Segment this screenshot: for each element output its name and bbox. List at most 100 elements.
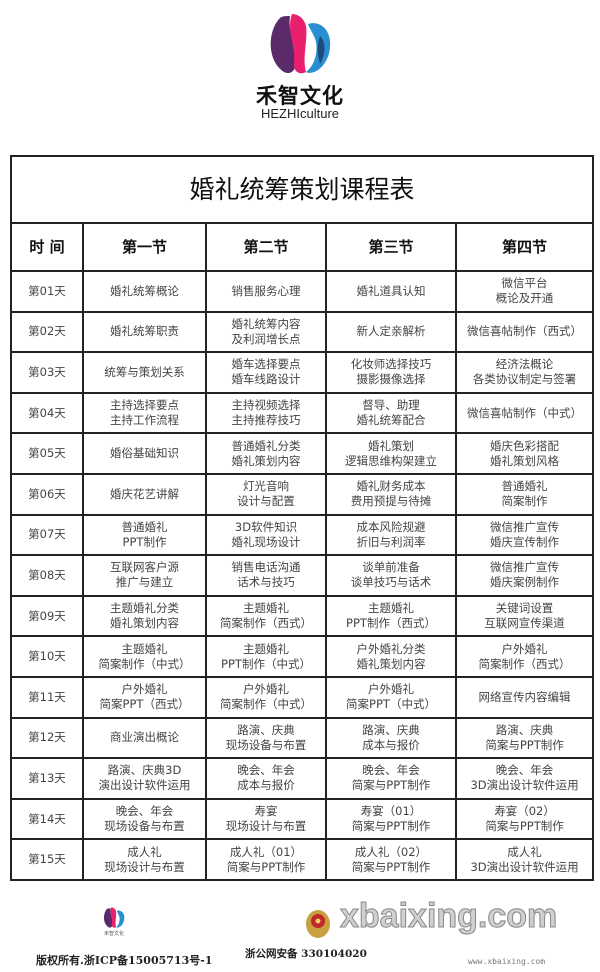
course-cell: 婚庆花艺讲解 bbox=[82, 472, 207, 516]
course-cell: 微信平台 概论及开通 bbox=[454, 270, 595, 313]
day-cell: 第04天 bbox=[10, 391, 84, 435]
day-cell: 第10天 bbox=[10, 635, 84, 678]
day-cell: 第02天 bbox=[10, 310, 84, 354]
course-cell: 婚礼统筹内容 及利润增长点 bbox=[205, 310, 327, 354]
course-cell: 晚会、年会 现场设备与布置 bbox=[82, 797, 207, 841]
police-emblem-icon bbox=[306, 910, 330, 938]
course-cell: 关键词设置 互联网宣传渠道 bbox=[454, 594, 595, 638]
course-cell: 经济法概论 各类协议制定与签署 bbox=[454, 351, 595, 394]
header-session-2: 第二节 bbox=[205, 222, 327, 272]
table-row: 第05天 婚俗基础知识 普通婚礼分类 婚礼策划内容 婚礼策划 逻辑思维构架建立 婚庆色彩… bbox=[10, 432, 595, 475]
day-cell: 第12天 bbox=[10, 716, 84, 760]
course-cell: 路演、庆典3D 演出设计软件运用 bbox=[82, 757, 207, 800]
day-cell: 第07天 bbox=[10, 513, 84, 557]
day-cell: 第05天 bbox=[10, 432, 84, 475]
header-session-3: 第三节 bbox=[325, 222, 457, 272]
course-cell: 督导、助理 婚礼统筹配合 bbox=[325, 391, 457, 435]
course-cell: 婚俗基础知识 bbox=[82, 432, 207, 475]
course-cell: 微信喜帖制作（中式） bbox=[454, 391, 595, 435]
table-row: 第07天 普通婚礼 PPT制作 3D软件知识 婚礼现场设计 成本风险规避 折旧与利润率… bbox=[10, 513, 595, 557]
course-cell: 主题婚礼 简案制作（中式） bbox=[82, 635, 207, 678]
course-cell: 微信推广宣传 婚庆宣传制作 bbox=[454, 513, 595, 557]
course-cell: 主题婚礼 PPT制作（中式） bbox=[205, 635, 327, 678]
table-row: 第02天 婚礼统筹职责 婚礼统筹内容 及利润增长点 新人定亲解析 微信喜帖制作（西式） bbox=[10, 310, 595, 354]
table-row: 第04天 主持选择要点 主持工作流程 主持视频选择 主持推荐技巧 督导、助理 婚礼统筹… bbox=[10, 391, 595, 435]
day-cell: 第13天 bbox=[10, 757, 84, 800]
day-cell: 第03天 bbox=[10, 351, 84, 394]
course-cell: 成本风险规避 折旧与利润率 bbox=[325, 513, 457, 557]
course-cell: 路演、庆典 成本与报价 bbox=[325, 716, 457, 760]
course-cell: 婚庆色彩搭配 婚礼策划风格 bbox=[454, 432, 595, 475]
table-row: 第08天 互联网客户源 推广与建立 销售电话沟通 话术与技巧 谈单前准备 谈单技巧与话… bbox=[10, 554, 595, 597]
course-cell: 普通婚礼 简案制作 bbox=[454, 472, 595, 516]
header-session-4: 第四节 bbox=[454, 222, 595, 272]
table-row: 第03天 统筹与策划关系 婚车选择要点 婚车线路设计 化妆师选择技巧 摄影摄像选择 经济… bbox=[10, 351, 595, 394]
course-cell: 寿宴（02） 简案与PPT制作 bbox=[454, 797, 595, 841]
table-row: 第10天 主题婚礼 简案制作（中式） 主题婚礼 PPT制作（中式） 户外婚礼分类 婚礼… bbox=[10, 635, 595, 678]
course-cell: 3D软件知识 婚礼现场设计 bbox=[205, 513, 327, 557]
course-cell: 普通婚礼分类 婚礼策划内容 bbox=[205, 432, 327, 475]
course-cell: 户外婚礼 简案制作（西式） bbox=[454, 635, 595, 678]
course-cell: 婚礼财务成本 费用预提与待摊 bbox=[325, 472, 457, 516]
header-session-1: 第一节 bbox=[82, 222, 207, 272]
watermark: xbaixing.com bbox=[339, 897, 558, 936]
table-row: 第14天 晚会、年会 现场设备与布置 寿宴 现场设计与布置 寿宴（01） 简案与PPT… bbox=[10, 797, 595, 841]
course-cell: 商业演出概论 bbox=[82, 716, 207, 760]
table-row: 第15天 成人礼 现场设计与布置 成人礼（01） 简案与PPT制作 成人礼（02） 简… bbox=[10, 838, 595, 881]
course-cell: 户外婚礼 简案制作（中式） bbox=[205, 675, 327, 719]
course-cell: 户外婚礼 简案PPT（西式） bbox=[82, 675, 207, 719]
day-cell: 第11天 bbox=[10, 675, 84, 719]
course-cell: 微信推广宣传 婚庆案例制作 bbox=[454, 554, 595, 597]
course-cell: 化妆师选择技巧 摄影摄像选择 bbox=[325, 351, 457, 394]
table-row: 第12天 商业演出概论 路演、庆典 现场设备与布置 路演、庆典 成本与报价 路演、庆典 … bbox=[10, 716, 595, 760]
table-row: 第01天 婚礼统筹概论 销售服务心理 婚礼道具认知 微信平台 概论及开通 bbox=[10, 270, 595, 313]
course-cell: 主题婚礼分类 婚礼策划内容 bbox=[82, 594, 207, 638]
course-cell: 网络宣传内容编辑 bbox=[454, 675, 595, 719]
course-cell: 路演、庆典 简案与PPT制作 bbox=[454, 716, 595, 760]
course-cell: 路演、庆典 现场设备与布置 bbox=[205, 716, 327, 760]
course-cell: 互联网客户源 推广与建立 bbox=[82, 554, 207, 597]
course-cell: 主题婚礼 PPT制作（西式） bbox=[325, 594, 457, 638]
copyright-text: 版权所有.浙ICP备15005713号-1 bbox=[36, 954, 213, 967]
header-time: 时 间 bbox=[10, 222, 84, 272]
course-cell: 寿宴（01） 简案与PPT制作 bbox=[325, 797, 457, 841]
brand-name-cn: 禾智文化 bbox=[256, 84, 344, 108]
course-cell: 灯光音响 设计与配置 bbox=[205, 472, 327, 516]
course-cell: 成人礼（02） 简案与PPT制作 bbox=[325, 838, 457, 881]
course-cell: 婚车选择要点 婚车线路设计 bbox=[205, 351, 327, 394]
course-cell: 主持选择要点 主持工作流程 bbox=[82, 391, 207, 435]
course-cell: 普通婚礼 PPT制作 bbox=[82, 513, 207, 557]
hezhi-logo-icon bbox=[270, 14, 331, 74]
table-row: 第06天 婚庆花艺讲解 灯光音响 设计与配置 婚礼财务成本 费用预提与待摊 普通婚礼 简… bbox=[10, 472, 595, 516]
course-cell: 成人礼（01） 简案与PPT制作 bbox=[205, 838, 327, 881]
table-title: 婚礼统筹策划课程表 bbox=[9, 155, 595, 224]
course-cell: 户外婚礼 简案PPT（中式） bbox=[325, 675, 457, 719]
day-cell: 第15天 bbox=[10, 838, 84, 881]
day-cell: 第06天 bbox=[10, 472, 84, 516]
course-cell: 婚礼统筹概论 bbox=[82, 270, 207, 313]
course-cell: 寿宴 现场设计与布置 bbox=[205, 797, 327, 841]
course-cell: 销售服务心理 bbox=[205, 270, 327, 313]
course-cell: 新人定亲解析 bbox=[325, 310, 457, 354]
course-schedule-table: 婚礼统筹策划课程表 时 间 第一节 第二节 第三节 第四节 第01天 婚礼统筹概论… bbox=[9, 155, 595, 881]
police-record-text: 浙公网安备 330104020 bbox=[245, 948, 367, 960]
course-cell: 微信喜帖制作（西式） bbox=[454, 310, 595, 354]
brand-name-en: HEZHIculture bbox=[260, 106, 340, 121]
course-cell: 统筹与策划关系 bbox=[82, 351, 207, 394]
table-row: 第13天 路演、庆典3D 演出设计软件运用 晚会、年会 成本与报价 晚会、年会 简案与… bbox=[10, 757, 595, 800]
course-cell: 成人礼 3D演出设计软件运用 bbox=[454, 838, 595, 881]
course-cell: 户外婚礼分类 婚礼策划内容 bbox=[325, 635, 457, 678]
course-cell: 主题婚礼 简案制作（西式） bbox=[205, 594, 327, 638]
footer-logo-text: 禾智文化 bbox=[103, 931, 124, 937]
day-cell: 第08天 bbox=[10, 554, 84, 597]
course-cell: 婚礼道具认知 bbox=[325, 270, 457, 313]
course-cell: 销售电话沟通 话术与技巧 bbox=[205, 554, 327, 597]
footer-logo-icon bbox=[103, 907, 125, 928]
watermark-url: www.xbaixing.com bbox=[468, 957, 546, 966]
table-row: 第11天 户外婚礼 简案PPT（西式） 户外婚礼 简案制作（中式） 户外婚礼 简案PP… bbox=[10, 675, 595, 719]
day-cell: 第09天 bbox=[10, 594, 84, 638]
course-cell: 晚会、年会 3D演出设计软件运用 bbox=[454, 757, 595, 800]
course-cell: 婚礼策划 逻辑思维构架建立 bbox=[325, 432, 457, 475]
header-row: 时 间 第一节 第二节 第三节 第四节 bbox=[10, 222, 595, 272]
course-cell: 主持视频选择 主持推荐技巧 bbox=[205, 391, 327, 435]
